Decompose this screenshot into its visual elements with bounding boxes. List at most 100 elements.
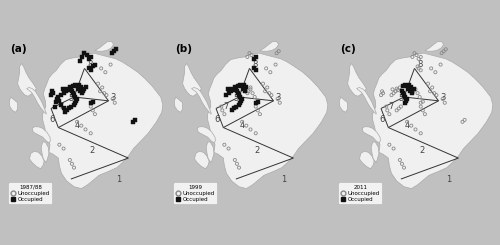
Point (84, 57, 92, 61)
Point (408, 91, 416, 95)
Point (404, 87, 412, 91)
Point (102, 93, 110, 97)
Point (48, 89, 56, 93)
Point (428, 86, 436, 89)
Point (62, 89, 70, 93)
Point (238, 97, 246, 101)
Point (91, 112, 99, 116)
Point (399, 91, 407, 95)
Point (80, 51, 88, 55)
Point (228, 88, 236, 92)
Text: 2: 2 (254, 146, 260, 155)
Point (239, 87, 247, 91)
Point (108, 97, 116, 101)
Point (403, 84, 411, 88)
Text: 6: 6 (214, 115, 220, 124)
Point (394, 88, 402, 92)
Point (130, 118, 138, 122)
Point (242, 124, 250, 128)
Point (261, 89, 269, 93)
Text: (c): (c) (340, 44, 356, 54)
Text: 5: 5 (68, 94, 73, 103)
Point (386, 143, 394, 147)
Point (266, 70, 274, 74)
Point (414, 57, 422, 61)
Point (416, 55, 424, 59)
Point (230, 107, 238, 110)
Text: 1: 1 (446, 175, 452, 184)
Point (82, 86, 90, 89)
Point (414, 66, 422, 70)
Point (80, 89, 88, 93)
Point (62, 87, 70, 91)
Polygon shape (372, 53, 493, 189)
Polygon shape (208, 53, 328, 189)
Point (400, 166, 408, 170)
Point (224, 147, 232, 150)
Point (266, 91, 274, 95)
Point (432, 70, 440, 74)
Polygon shape (32, 127, 50, 143)
Point (232, 105, 240, 109)
Point (392, 108, 400, 112)
Point (78, 124, 86, 128)
Text: 4: 4 (74, 121, 80, 130)
Point (73, 97, 81, 101)
Text: 1: 1 (282, 175, 286, 184)
Point (246, 51, 254, 55)
Point (421, 112, 429, 116)
Point (399, 84, 407, 88)
Point (416, 68, 424, 72)
Point (440, 49, 448, 53)
Point (73, 120, 81, 124)
Text: 6: 6 (380, 115, 385, 124)
Point (97, 66, 105, 70)
Text: (b): (b) (176, 44, 192, 54)
Point (426, 89, 434, 93)
Point (240, 83, 248, 87)
Polygon shape (206, 142, 214, 163)
Point (410, 89, 418, 93)
Point (395, 107, 403, 110)
Point (60, 110, 68, 114)
Point (242, 86, 250, 89)
Point (86, 101, 94, 105)
Point (71, 95, 79, 99)
Legend: Unoccupied, Occupied: Unoccupied, Occupied (8, 183, 52, 204)
Point (441, 101, 449, 105)
Point (58, 87, 66, 91)
Point (412, 53, 420, 57)
Point (67, 87, 75, 91)
Text: 1: 1 (116, 175, 121, 184)
Point (276, 101, 284, 105)
Point (86, 105, 94, 109)
Point (414, 64, 422, 68)
Point (232, 87, 240, 91)
Point (246, 87, 254, 91)
Point (68, 89, 76, 93)
Point (60, 91, 68, 95)
Point (49, 91, 57, 95)
Point (396, 158, 404, 162)
Polygon shape (42, 53, 163, 189)
Point (231, 86, 239, 89)
Polygon shape (95, 42, 114, 51)
Polygon shape (362, 127, 380, 143)
Point (100, 91, 108, 95)
Point (110, 49, 118, 53)
Point (222, 93, 230, 97)
Text: 3: 3 (275, 93, 280, 101)
Point (58, 103, 66, 107)
Point (244, 91, 252, 95)
Point (272, 63, 280, 67)
Point (235, 103, 243, 107)
Point (392, 89, 400, 93)
Polygon shape (194, 151, 209, 169)
Point (386, 112, 394, 116)
Point (268, 93, 276, 97)
Polygon shape (174, 97, 182, 112)
Point (60, 107, 68, 110)
Point (408, 91, 416, 95)
Point (112, 47, 120, 51)
Point (430, 91, 438, 95)
